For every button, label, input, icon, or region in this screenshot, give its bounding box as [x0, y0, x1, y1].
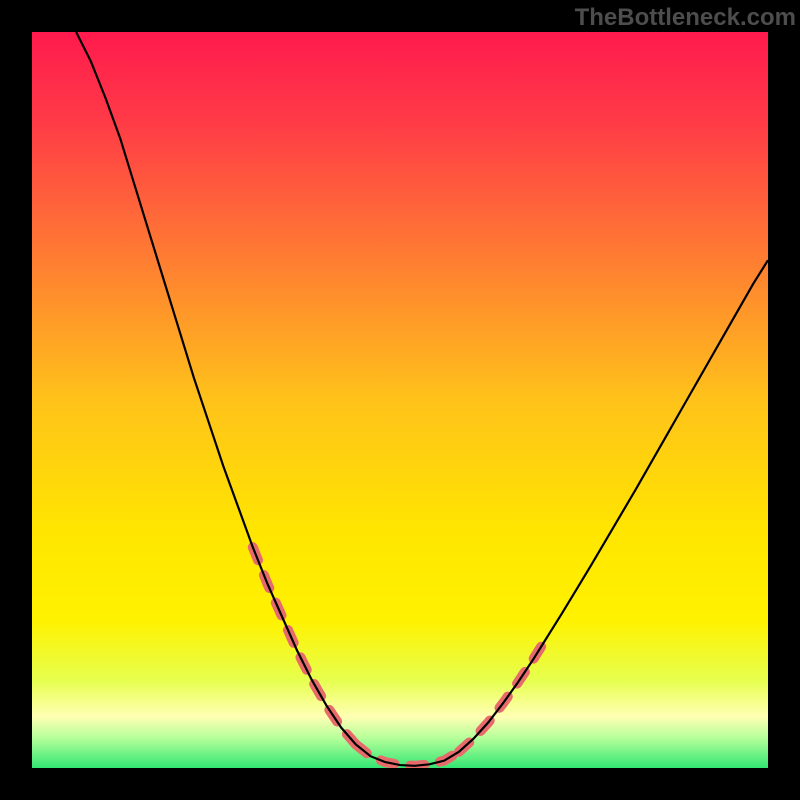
- chart-background: [32, 32, 768, 768]
- watermark-label: TheBottleneck.com: [520, 4, 796, 32]
- bottleneck-chart: [0, 0, 800, 800]
